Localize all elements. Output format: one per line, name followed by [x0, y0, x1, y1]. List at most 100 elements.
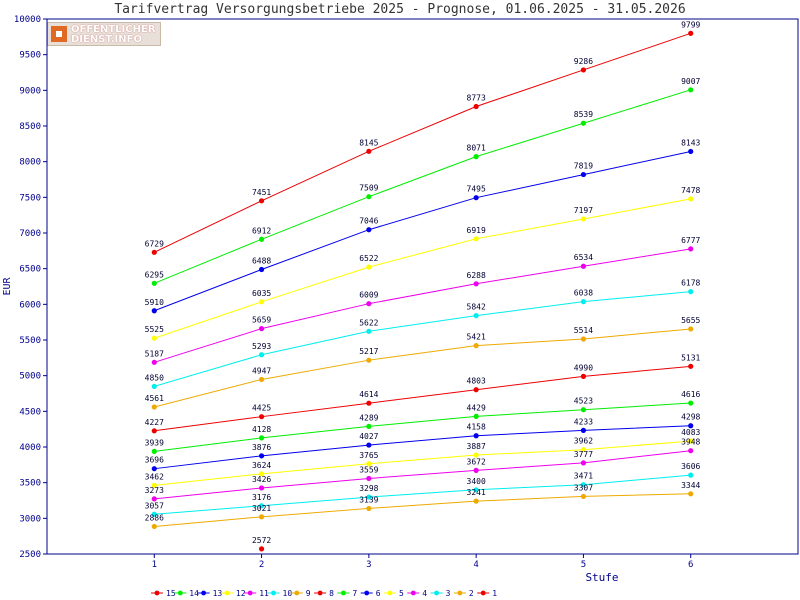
- data-point-6: [473, 433, 479, 439]
- data-point-12: [473, 236, 479, 242]
- y-tick-label: 5500: [19, 336, 41, 346]
- data-label-11: 6288: [467, 271, 486, 280]
- data-point-6: [688, 423, 694, 429]
- data-label-5: 3765: [359, 451, 378, 460]
- x-tick-label: 3: [366, 560, 371, 570]
- data-point-2: [473, 498, 479, 504]
- data-label-7: 3939: [145, 438, 164, 447]
- data-point-2: [258, 514, 265, 520]
- data-label-5: 3624: [252, 461, 271, 470]
- data-label-6: 3696: [145, 456, 164, 465]
- data-point-15: [258, 198, 265, 204]
- data-point-5: [580, 447, 587, 453]
- data-point-12: [688, 196, 694, 202]
- logo-line-2: DIENST.INFO: [71, 34, 142, 45]
- data-point-4: [688, 448, 694, 454]
- data-label-9: 4561: [145, 394, 164, 403]
- legend-label-3: 3: [446, 589, 451, 598]
- data-label-12: 6522: [359, 254, 378, 263]
- data-point-6: [366, 442, 372, 448]
- data-point-10: [688, 289, 694, 295]
- data-labels: 6729 7451 8145 8773 9286 9799 6295 6912 7509 8071…: [145, 20, 701, 545]
- data-label-4: 3672: [467, 457, 486, 466]
- data-point-5: [473, 452, 479, 458]
- data-label-14: 8539: [574, 110, 593, 119]
- data-label-14: 6912: [252, 226, 271, 235]
- data-label-10: 5842: [467, 303, 486, 312]
- data-point-10: [258, 352, 265, 358]
- legend-label-9: 9: [306, 589, 311, 598]
- logo-line-1: OFFENTLICHER: [71, 24, 156, 35]
- data-point-9: [473, 343, 479, 349]
- data-point-3: [688, 472, 694, 478]
- data-label-4: 3426: [252, 475, 271, 484]
- legend-label-12: 12: [236, 589, 246, 598]
- data-point-2: [580, 493, 587, 500]
- data-point-3: [151, 511, 157, 517]
- data-label-2: 3307: [574, 483, 593, 492]
- data-point-8: [688, 363, 694, 369]
- data-label-2: 3021: [252, 504, 271, 513]
- data-point-7: [258, 435, 265, 441]
- data-point-4: [580, 460, 587, 466]
- legend: 15 14 13 12 11 10 9 8 7 6 5 4 3 2 1: [151, 589, 497, 598]
- plot-frame: [46, 18, 799, 555]
- data-label-2: 3241: [467, 488, 486, 497]
- data-label-6: 4233: [574, 417, 593, 426]
- data-label-10: 6178: [681, 279, 700, 288]
- data-label-15: 9286: [574, 57, 593, 66]
- y-tick-label: 7000: [19, 229, 41, 239]
- legend-label-4: 4: [422, 589, 427, 598]
- data-point-3: [473, 487, 479, 493]
- data-point-7: [688, 400, 694, 406]
- data-label-9: 5217: [359, 347, 378, 356]
- data-point-2: [366, 505, 372, 512]
- data-label-2: 3139: [359, 495, 378, 504]
- data-point-10: [151, 383, 157, 389]
- legend-label-11: 11: [259, 589, 269, 598]
- data-point-7: [580, 407, 587, 413]
- y-tick-label: 4000: [19, 443, 41, 453]
- y-tick-label: 8000: [19, 158, 41, 168]
- data-label-10: 5293: [252, 342, 271, 351]
- data-point-4: [258, 485, 265, 491]
- series-line-5: [154, 440, 691, 486]
- data-label-5: 3462: [145, 472, 164, 481]
- data-point-13: [473, 195, 479, 201]
- data-label-14: 8071: [467, 144, 486, 153]
- axes: 2500 3000 3500 4000 4500 5000 5500 6000 6500 7000…: [2, 15, 799, 584]
- data-label-9: 5655: [681, 316, 700, 325]
- data-point-15: [580, 67, 587, 73]
- data-label-12: 7197: [574, 206, 593, 215]
- data-point-5: [688, 438, 694, 444]
- logo-mark-icon: [51, 26, 67, 42]
- data-point-1: [258, 546, 265, 552]
- data-label-12: 6035: [252, 289, 271, 298]
- data-label-8: 4425: [252, 404, 271, 413]
- data-label-8: 5131: [681, 353, 700, 362]
- data-label-5: 4083: [681, 428, 700, 437]
- data-point-14: [473, 154, 479, 160]
- data-point-8: [580, 373, 587, 379]
- data-point-15: [688, 30, 694, 36]
- data-point-10: [473, 313, 479, 319]
- series-line-12: [154, 198, 691, 339]
- data-label-6: 4298: [681, 413, 700, 422]
- legend-label-15: 15: [166, 589, 176, 598]
- data-label-14: 9007: [681, 77, 700, 86]
- data-point-14: [258, 236, 265, 242]
- data-label-7: 4128: [252, 425, 271, 434]
- data-label-13: 7495: [467, 185, 486, 194]
- data-point-15: [366, 148, 372, 154]
- data-label-3: 3298: [359, 484, 378, 493]
- legend-marker-8: [317, 590, 323, 596]
- data-point-6: [151, 466, 157, 472]
- series-line-14: [154, 89, 691, 284]
- legend-marker-5: [387, 590, 393, 596]
- data-point-8: [258, 414, 265, 420]
- legend-label-2: 2: [469, 589, 474, 598]
- data-label-15: 8145: [359, 138, 378, 147]
- series-line-2: [154, 493, 691, 527]
- data-label-2: 2886: [145, 513, 164, 522]
